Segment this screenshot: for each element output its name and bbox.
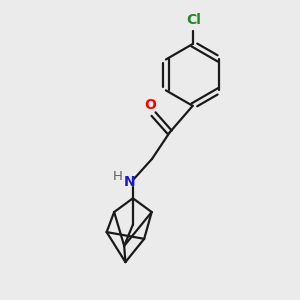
Text: O: O: [144, 98, 156, 112]
Text: H: H: [113, 170, 122, 183]
Text: Cl: Cl: [187, 13, 202, 27]
Text: N: N: [124, 176, 136, 189]
